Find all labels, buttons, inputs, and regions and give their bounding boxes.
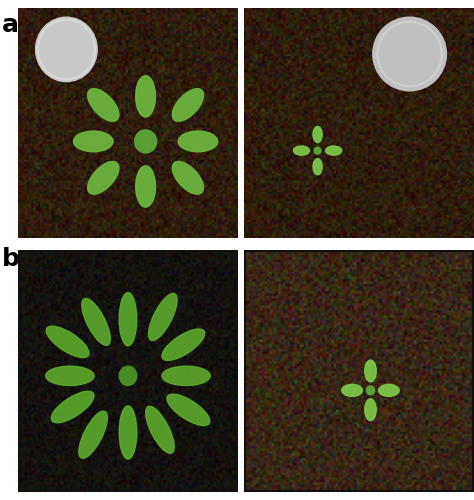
Ellipse shape xyxy=(162,366,210,386)
Ellipse shape xyxy=(46,326,89,358)
Ellipse shape xyxy=(51,392,94,422)
Ellipse shape xyxy=(79,411,108,458)
Ellipse shape xyxy=(146,406,174,454)
Circle shape xyxy=(314,147,321,154)
Text: a: a xyxy=(2,12,19,36)
Ellipse shape xyxy=(119,292,137,346)
Ellipse shape xyxy=(136,76,155,117)
Ellipse shape xyxy=(342,384,363,396)
Ellipse shape xyxy=(365,360,376,382)
Ellipse shape xyxy=(365,399,376,420)
Ellipse shape xyxy=(88,88,119,122)
Circle shape xyxy=(119,366,137,386)
Ellipse shape xyxy=(167,394,210,426)
Ellipse shape xyxy=(172,88,203,122)
Ellipse shape xyxy=(293,146,310,155)
Ellipse shape xyxy=(136,166,155,207)
Ellipse shape xyxy=(379,384,399,396)
Ellipse shape xyxy=(46,366,94,386)
Ellipse shape xyxy=(82,298,110,346)
Ellipse shape xyxy=(73,131,113,152)
Circle shape xyxy=(36,17,97,82)
Ellipse shape xyxy=(119,406,137,459)
Circle shape xyxy=(135,130,156,153)
Ellipse shape xyxy=(148,294,177,341)
Ellipse shape xyxy=(162,329,205,360)
Circle shape xyxy=(373,17,447,91)
Ellipse shape xyxy=(313,126,322,142)
Ellipse shape xyxy=(88,162,119,194)
Ellipse shape xyxy=(172,162,203,194)
Ellipse shape xyxy=(178,131,218,152)
Ellipse shape xyxy=(313,158,322,175)
Ellipse shape xyxy=(326,146,342,155)
Text: b: b xyxy=(2,248,20,272)
Circle shape xyxy=(366,386,374,394)
